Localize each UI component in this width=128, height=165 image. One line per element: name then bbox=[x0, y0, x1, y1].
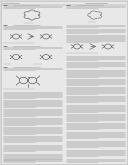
FancyBboxPatch shape bbox=[1, 1, 127, 164]
